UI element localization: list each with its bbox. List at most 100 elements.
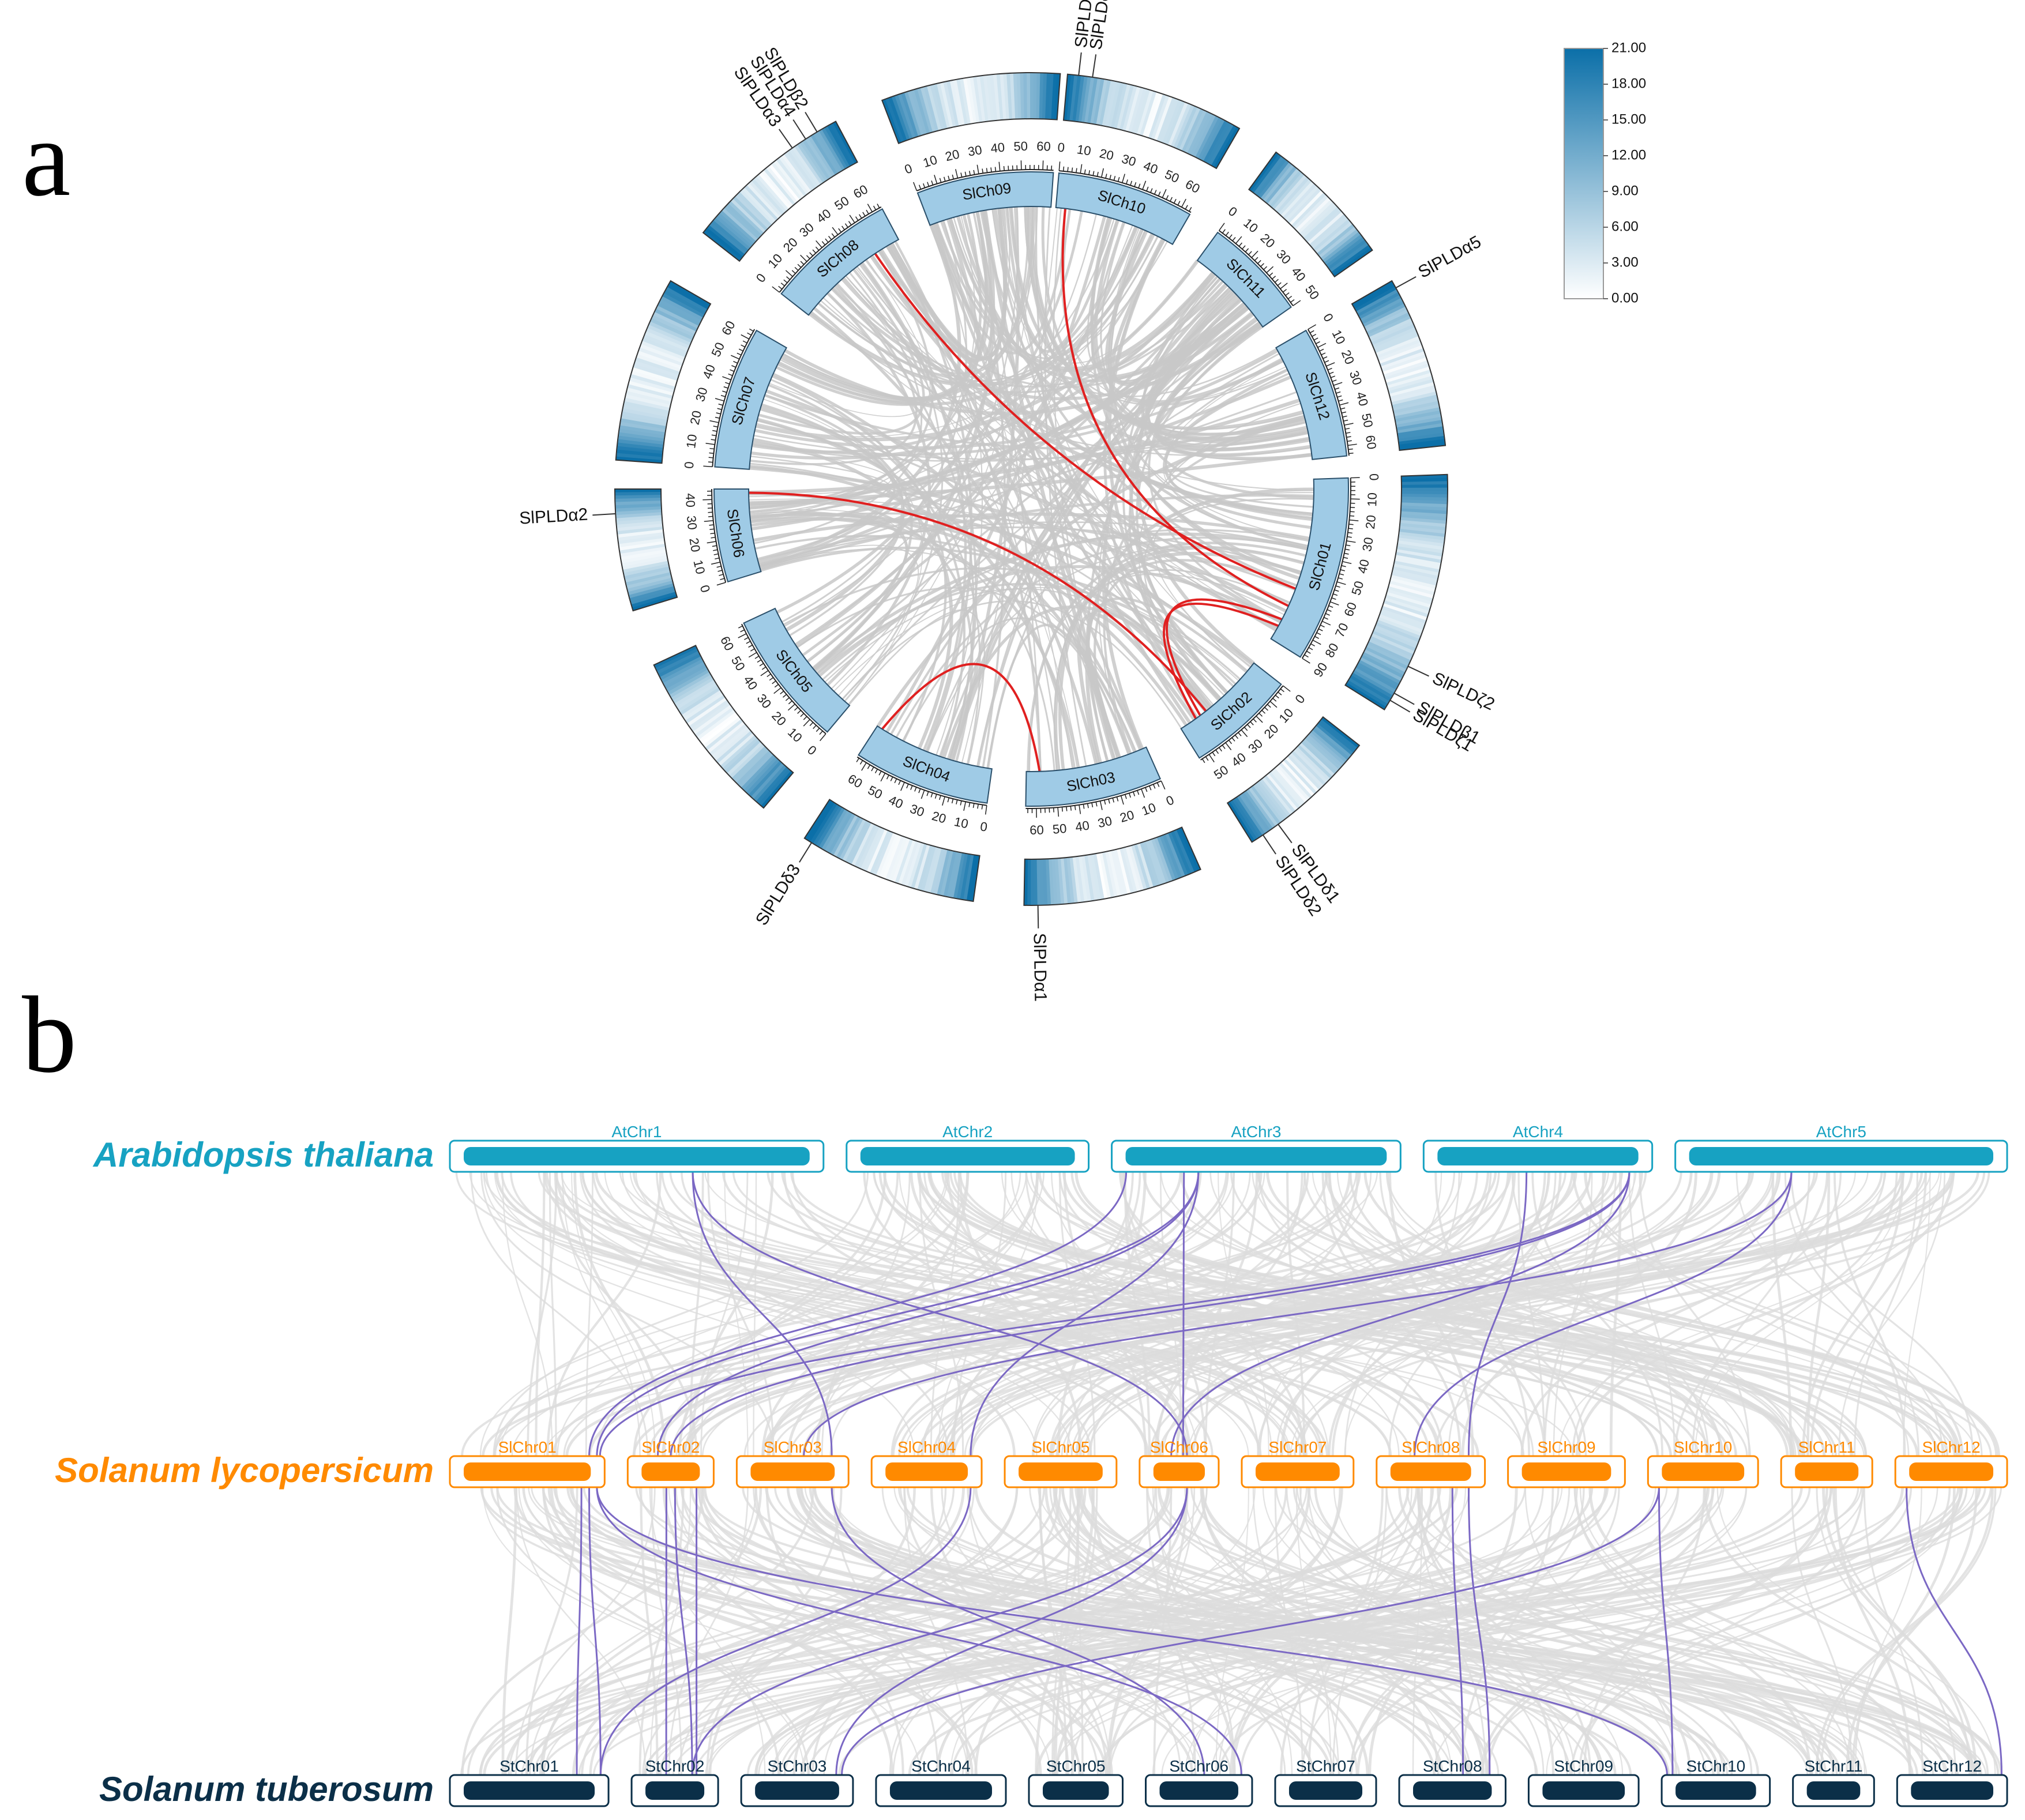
density-cell [1372, 327, 1417, 348]
background-link [589, 1487, 1019, 1776]
density-colorbar: 21.00 18.00 15.00 12.00 9.00 6.00 3.00 0.00 [1564, 40, 1646, 306]
density-cell [1096, 853, 1108, 899]
density-cell [1383, 600, 1429, 618]
density-cell [1351, 672, 1393, 699]
density-cell [1371, 633, 1415, 655]
chromosome-StChr04: StChr04 [875, 1757, 1007, 1807]
gene-leader-line [799, 842, 812, 863]
scale-tick [831, 233, 835, 238]
grey-link [818, 287, 1230, 393]
grey-link [979, 210, 1298, 587]
background-link [952, 1171, 1913, 1457]
background-link [1639, 1171, 1750, 1457]
background-link [1716, 1487, 1996, 1776]
scale-tick [1248, 251, 1252, 255]
density-cell [885, 97, 905, 142]
species-labels: Arabidopsis thaliana Solanum lycopersicum… [55, 1135, 434, 1808]
background-link [1201, 1487, 1725, 1776]
density-cell [1320, 229, 1359, 261]
density-cell [1388, 583, 1434, 599]
scale-tick [1266, 266, 1274, 273]
background-link [1838, 1171, 1945, 1457]
chromosome-band [1270, 477, 1350, 658]
scale-tick [1225, 231, 1229, 236]
grey-link [760, 405, 905, 632]
density-cell [763, 167, 796, 206]
background-link [1368, 1487, 1518, 1776]
scale-tick [1341, 565, 1346, 567]
chromosome-label: StChr04 [911, 1757, 971, 1775]
chromosome-label: SlChr09 [1537, 1438, 1595, 1456]
background-link [572, 1487, 965, 1776]
scale-tick [1245, 248, 1249, 253]
background-link [967, 1487, 1111, 1776]
scale-tick [862, 212, 866, 217]
density-cell [1280, 181, 1314, 218]
scale-tick [1269, 272, 1273, 277]
density-cell [878, 833, 899, 878]
chromosome-body [1019, 1462, 1103, 1481]
density-cell [1093, 78, 1105, 125]
scale-tick [849, 215, 855, 223]
scale-tick [1272, 698, 1277, 702]
chromosome-body [641, 1462, 700, 1481]
scale-tick [1242, 245, 1246, 250]
background-link [480, 1171, 775, 1457]
scale-tick [1008, 166, 1009, 171]
scale-tick [800, 254, 807, 262]
gene-label: SlPLDδ3 [752, 861, 805, 929]
background-link [1520, 1171, 1829, 1457]
density-cell [920, 845, 936, 892]
density-cell [1380, 608, 1426, 627]
background-link [675, 1487, 968, 1776]
density-cell [703, 230, 742, 261]
scale-tick [947, 798, 950, 803]
density-cell [623, 566, 670, 580]
density-cell [1391, 571, 1437, 586]
density-cell [1305, 736, 1342, 770]
density-cell [1399, 522, 1446, 531]
density-cell [1075, 856, 1085, 903]
density-cell [891, 837, 910, 883]
density-cell [1395, 413, 1442, 426]
density-cell [724, 205, 761, 239]
density-cell [1389, 580, 1435, 596]
scale-tick [733, 360, 738, 364]
scale-tick-label: 40 [1288, 264, 1309, 284]
gene-leader-line [778, 129, 793, 149]
scale-tick [1185, 205, 1188, 210]
density-cell [1110, 82, 1125, 129]
density-cell [1261, 777, 1293, 815]
density-cell [789, 148, 819, 188]
density-cell [713, 728, 751, 761]
background-link [1308, 1487, 1945, 1776]
density-cell [1270, 769, 1303, 807]
background-link [621, 1171, 1307, 1457]
scale-tick [738, 348, 743, 352]
scale-tick-label: 20 [1339, 348, 1357, 366]
scale-tick [1345, 427, 1350, 430]
background-link [1303, 1171, 1800, 1457]
density-cell [659, 299, 702, 324]
scale-tick [1336, 391, 1341, 394]
background-link [899, 1487, 1591, 1776]
scale-tick-label: 0 [1292, 692, 1308, 706]
chromosome-band [858, 725, 993, 804]
scale-tick [1228, 234, 1233, 239]
density-cell [1358, 660, 1401, 685]
background-link [1412, 1487, 1423, 1776]
scale-tick-label: 30 [693, 386, 711, 403]
density-cell [736, 750, 771, 785]
scale-tick [791, 270, 796, 274]
scale-tick-label: 50 [1359, 412, 1376, 429]
density-cell [707, 721, 745, 753]
density-cell [618, 435, 664, 445]
density-cell [758, 768, 791, 806]
scale-tick [717, 570, 723, 572]
density-cell [1355, 665, 1398, 690]
density-cell [1093, 853, 1104, 900]
background-link [1553, 1171, 1593, 1457]
scale-tick [750, 648, 755, 652]
density-cell [970, 77, 980, 123]
